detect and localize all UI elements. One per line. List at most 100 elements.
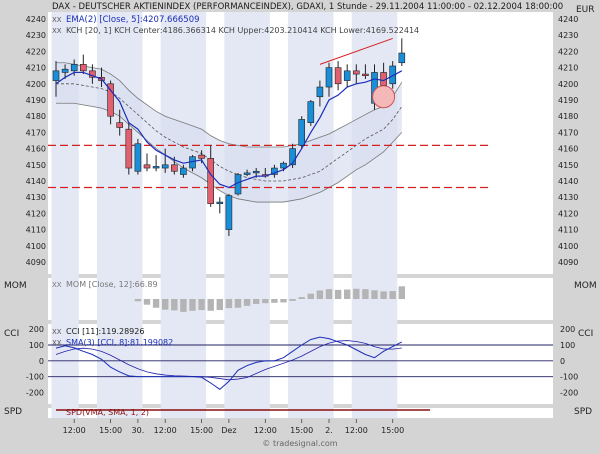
cci-tick-left: 200 [29,325,44,334]
cci-label-left: CCI [4,329,19,339]
mom-label-left: MOM [4,281,27,291]
ema-line [55,70,403,189]
mom-bar [362,289,369,299]
trend-line [319,37,393,65]
cci-tick-left: -200 [26,389,44,398]
candle-body [316,86,324,98]
price-tick-right: 4130 [558,193,578,202]
candle-body [289,148,296,166]
price-tick-right: 4140 [558,177,578,186]
mom-legend: MOM [Close, 12]:66.89 [66,280,158,289]
price-tick-left: 4140 [26,177,46,186]
cci-tick-right: 100 [560,341,575,350]
candle-body [161,164,169,169]
mom-bar [198,299,205,311]
candle-body [134,143,142,172]
candle-body [180,167,187,175]
candle-body [362,73,369,77]
mom-bar [271,299,278,303]
legend-toggle-icon[interactable]: XX [52,16,62,24]
candle-body [171,164,178,172]
cci-tick-left: 0 [39,357,44,366]
mom-bar [225,299,233,309]
price-tick-right: 4110 [558,226,578,235]
mom-bar [316,290,324,299]
candle-body [152,166,160,169]
candle-body [343,70,351,81]
kch-upper-line [56,62,403,148]
price-tick-right: 4190 [558,96,578,105]
cci-label-right: CCI [578,329,593,339]
mom-bar [380,291,387,299]
price-tick-right: 4100 [558,242,578,251]
price-tick-left: 4210 [26,64,46,73]
candle-body [52,70,60,81]
candle-body [225,195,233,230]
candle-body [216,201,224,204]
mom-bar [344,289,351,299]
price-tick-left: 4180 [26,112,46,121]
x-tick-label: 15:00 [290,426,313,435]
x-tick-label: 15:00 [99,426,122,435]
price-tick-left: 4150 [26,161,46,170]
currency-label: EUR [576,5,595,15]
circle-marker [372,85,396,109]
legend-toggle-icon[interactable]: XX [52,27,62,35]
cci-tick-right: 0 [560,357,565,366]
price-tick-left: 4200 [26,80,46,89]
price-tick-right: 4160 [558,145,578,154]
mom-label-right: MOM [574,281,597,291]
legend-toggle-icon[interactable]: XX [52,339,62,347]
mom-bar [207,299,214,311]
spd-label-right: SPD [574,407,592,417]
spd-legend: SPD(VMA, SMA, 1, 2) [66,408,149,417]
time-axis: 12:00 15:00 30. 12:00 15:00 Dez 12:00 15:00 2. 12… [63,419,404,435]
x-tick-label: 12:00 [254,426,277,435]
mom-bar [253,299,260,304]
mom-bar [398,286,405,299]
x-tick-label: 2. [325,426,333,435]
price-tick-right: 4180 [558,112,578,121]
candle-body [298,119,306,146]
x-tick-label: Dez [221,426,236,435]
candle-body [61,68,69,73]
x-tick-label: 12:00 [63,426,86,435]
legend-toggle-icon[interactable]: XX [52,281,62,289]
candle-body [70,64,78,72]
kch-legend: KCH [20, 1] KCH Center:4186.366314 KCH U… [66,26,419,35]
mom-bar [152,299,160,308]
candle-body [398,52,406,64]
mom-bars [134,286,405,312]
price-tick-left: 4230 [26,31,46,40]
support-lines [48,144,488,189]
cci-tick-left: -100 [26,373,44,382]
mom-bar [171,299,178,311]
price-tick-right: 4120 [558,209,578,218]
mom-bar [234,299,242,308]
price-tick-right: 4170 [558,128,578,137]
cci-panel: 200 200 100 100 0 0 -100 -100 -200 -200 [26,325,578,397]
candlesticks [52,38,406,237]
price-tick-right: 4150 [558,161,578,170]
x-tick-label: 15:00 [190,426,213,435]
candle-body [243,172,251,175]
cci-tick-right: 200 [560,325,575,334]
candle-body [389,65,397,85]
mom-bar [143,299,151,305]
chart-title: DAX - DEUTSCHER AKTIENINDEX (PERFORMANCE… [52,2,563,12]
price-tick-left: 4130 [26,193,46,202]
candle-body [307,101,315,123]
candle-body [107,83,114,117]
mom-bar [289,299,296,301]
legend-toggle-icon[interactable]: XX [52,328,62,336]
x-tick-label: 30. [132,426,145,435]
candle-body [125,128,133,169]
cci-line [55,336,403,390]
mom-bar [216,299,223,311]
price-tick-right: 4240 [558,15,578,24]
x-tick-label: 12:00 [345,426,368,435]
candle-body [280,162,287,169]
candle-body [80,64,87,72]
session-stripe [160,12,207,418]
